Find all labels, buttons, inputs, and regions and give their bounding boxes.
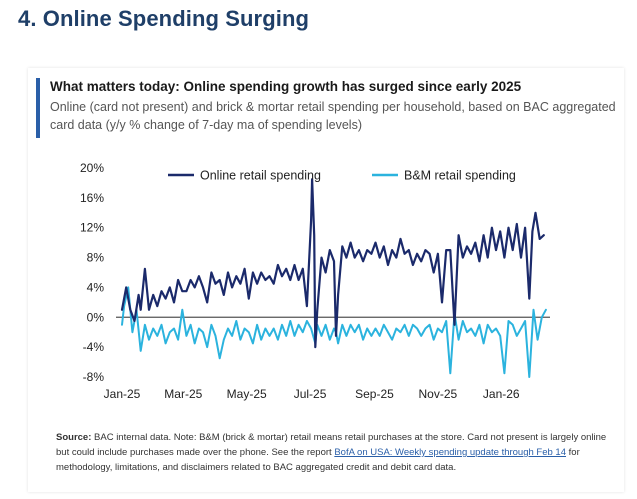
footnote-source-label: Source: <box>56 432 92 443</box>
x-tick-label: Sep-25 <box>355 387 394 401</box>
title-accent-bar <box>36 78 40 138</box>
online-series-line <box>120 178 545 349</box>
x-tick-label: Jan-26 <box>483 387 520 401</box>
bm-series-line <box>121 286 547 378</box>
report-link[interactable]: BofA on USA: Weekly spending update thro… <box>334 447 567 458</box>
x-tick-label: Jul-25 <box>294 387 327 401</box>
chart-card <box>28 68 624 492</box>
footnote-text-end: for methodology, limitations, and discla… <box>56 447 580 473</box>
chart-subtitle: Online (card not present) and brick & mo… <box>50 100 616 132</box>
legend-label-online: Online retail spending <box>200 169 321 183</box>
footnote-text: BAC internal data. Note: B&M (brick & mo… <box>56 432 607 458</box>
x-tick-label: May-25 <box>227 387 267 401</box>
x-tick-label: Nov-25 <box>419 387 458 401</box>
y-tick-label: 0% <box>87 310 105 324</box>
footnote: Source: BAC internal data. Note: B&M (br… <box>56 430 616 475</box>
y-tick-label: 16% <box>80 191 104 205</box>
legend: Online retail spending B&M retail spendin… <box>168 169 516 183</box>
x-tick-label: Jan-25 <box>104 387 141 401</box>
y-tick-label: 4% <box>87 280 105 294</box>
x-tick-label: Mar-25 <box>164 387 202 401</box>
legend-label-bm: B&M retail spending <box>404 169 516 183</box>
y-tick-label: 20% <box>80 161 104 175</box>
y-axis: 20% 16% 12% 8% 4% 0% -4% -8% <box>80 161 104 384</box>
y-tick-label: 8% <box>87 251 105 265</box>
chart-title: What matters today: Online spending grow… <box>50 79 522 94</box>
series-layer <box>120 178 547 378</box>
y-tick-label: -4% <box>83 340 105 354</box>
x-axis: Jan-25 Mar-25 May-25 Jul-25 Sep-25 Nov-25 Jan-… <box>104 387 520 401</box>
y-tick-label: -8% <box>83 370 105 384</box>
y-tick-label: 12% <box>80 221 104 235</box>
slide-title: 4. Online Spending Surging <box>18 6 310 31</box>
